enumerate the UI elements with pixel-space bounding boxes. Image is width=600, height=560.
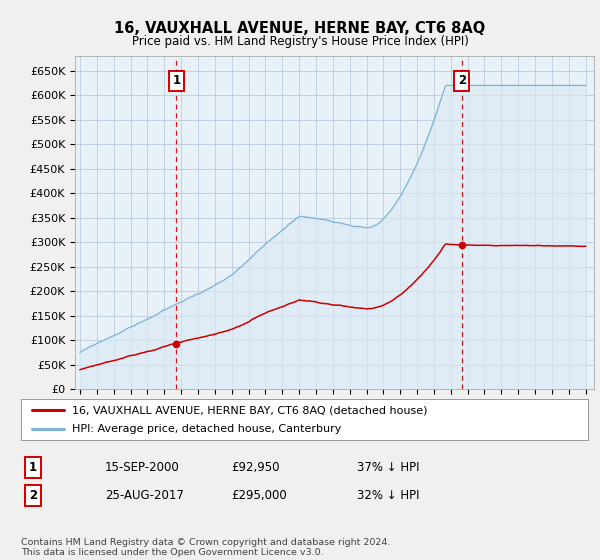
Text: 2: 2 [458, 74, 466, 87]
Text: 16, VAUXHALL AVENUE, HERNE BAY, CT6 8AQ: 16, VAUXHALL AVENUE, HERNE BAY, CT6 8AQ [115, 21, 485, 36]
Text: 16, VAUXHALL AVENUE, HERNE BAY, CT6 8AQ (detached house): 16, VAUXHALL AVENUE, HERNE BAY, CT6 8AQ … [72, 405, 428, 415]
Text: 37% ↓ HPI: 37% ↓ HPI [357, 461, 419, 474]
Text: 25-AUG-2017: 25-AUG-2017 [105, 489, 184, 502]
Text: Price paid vs. HM Land Registry's House Price Index (HPI): Price paid vs. HM Land Registry's House … [131, 35, 469, 48]
Text: Contains HM Land Registry data © Crown copyright and database right 2024.
This d: Contains HM Land Registry data © Crown c… [21, 538, 391, 557]
Text: £295,000: £295,000 [231, 489, 287, 502]
Text: 15-SEP-2000: 15-SEP-2000 [105, 461, 180, 474]
Text: £92,950: £92,950 [231, 461, 280, 474]
Text: 32% ↓ HPI: 32% ↓ HPI [357, 489, 419, 502]
Text: 1: 1 [29, 461, 37, 474]
Text: 1: 1 [172, 74, 181, 87]
Text: HPI: Average price, detached house, Canterbury: HPI: Average price, detached house, Cant… [72, 424, 341, 433]
Text: 2: 2 [29, 489, 37, 502]
